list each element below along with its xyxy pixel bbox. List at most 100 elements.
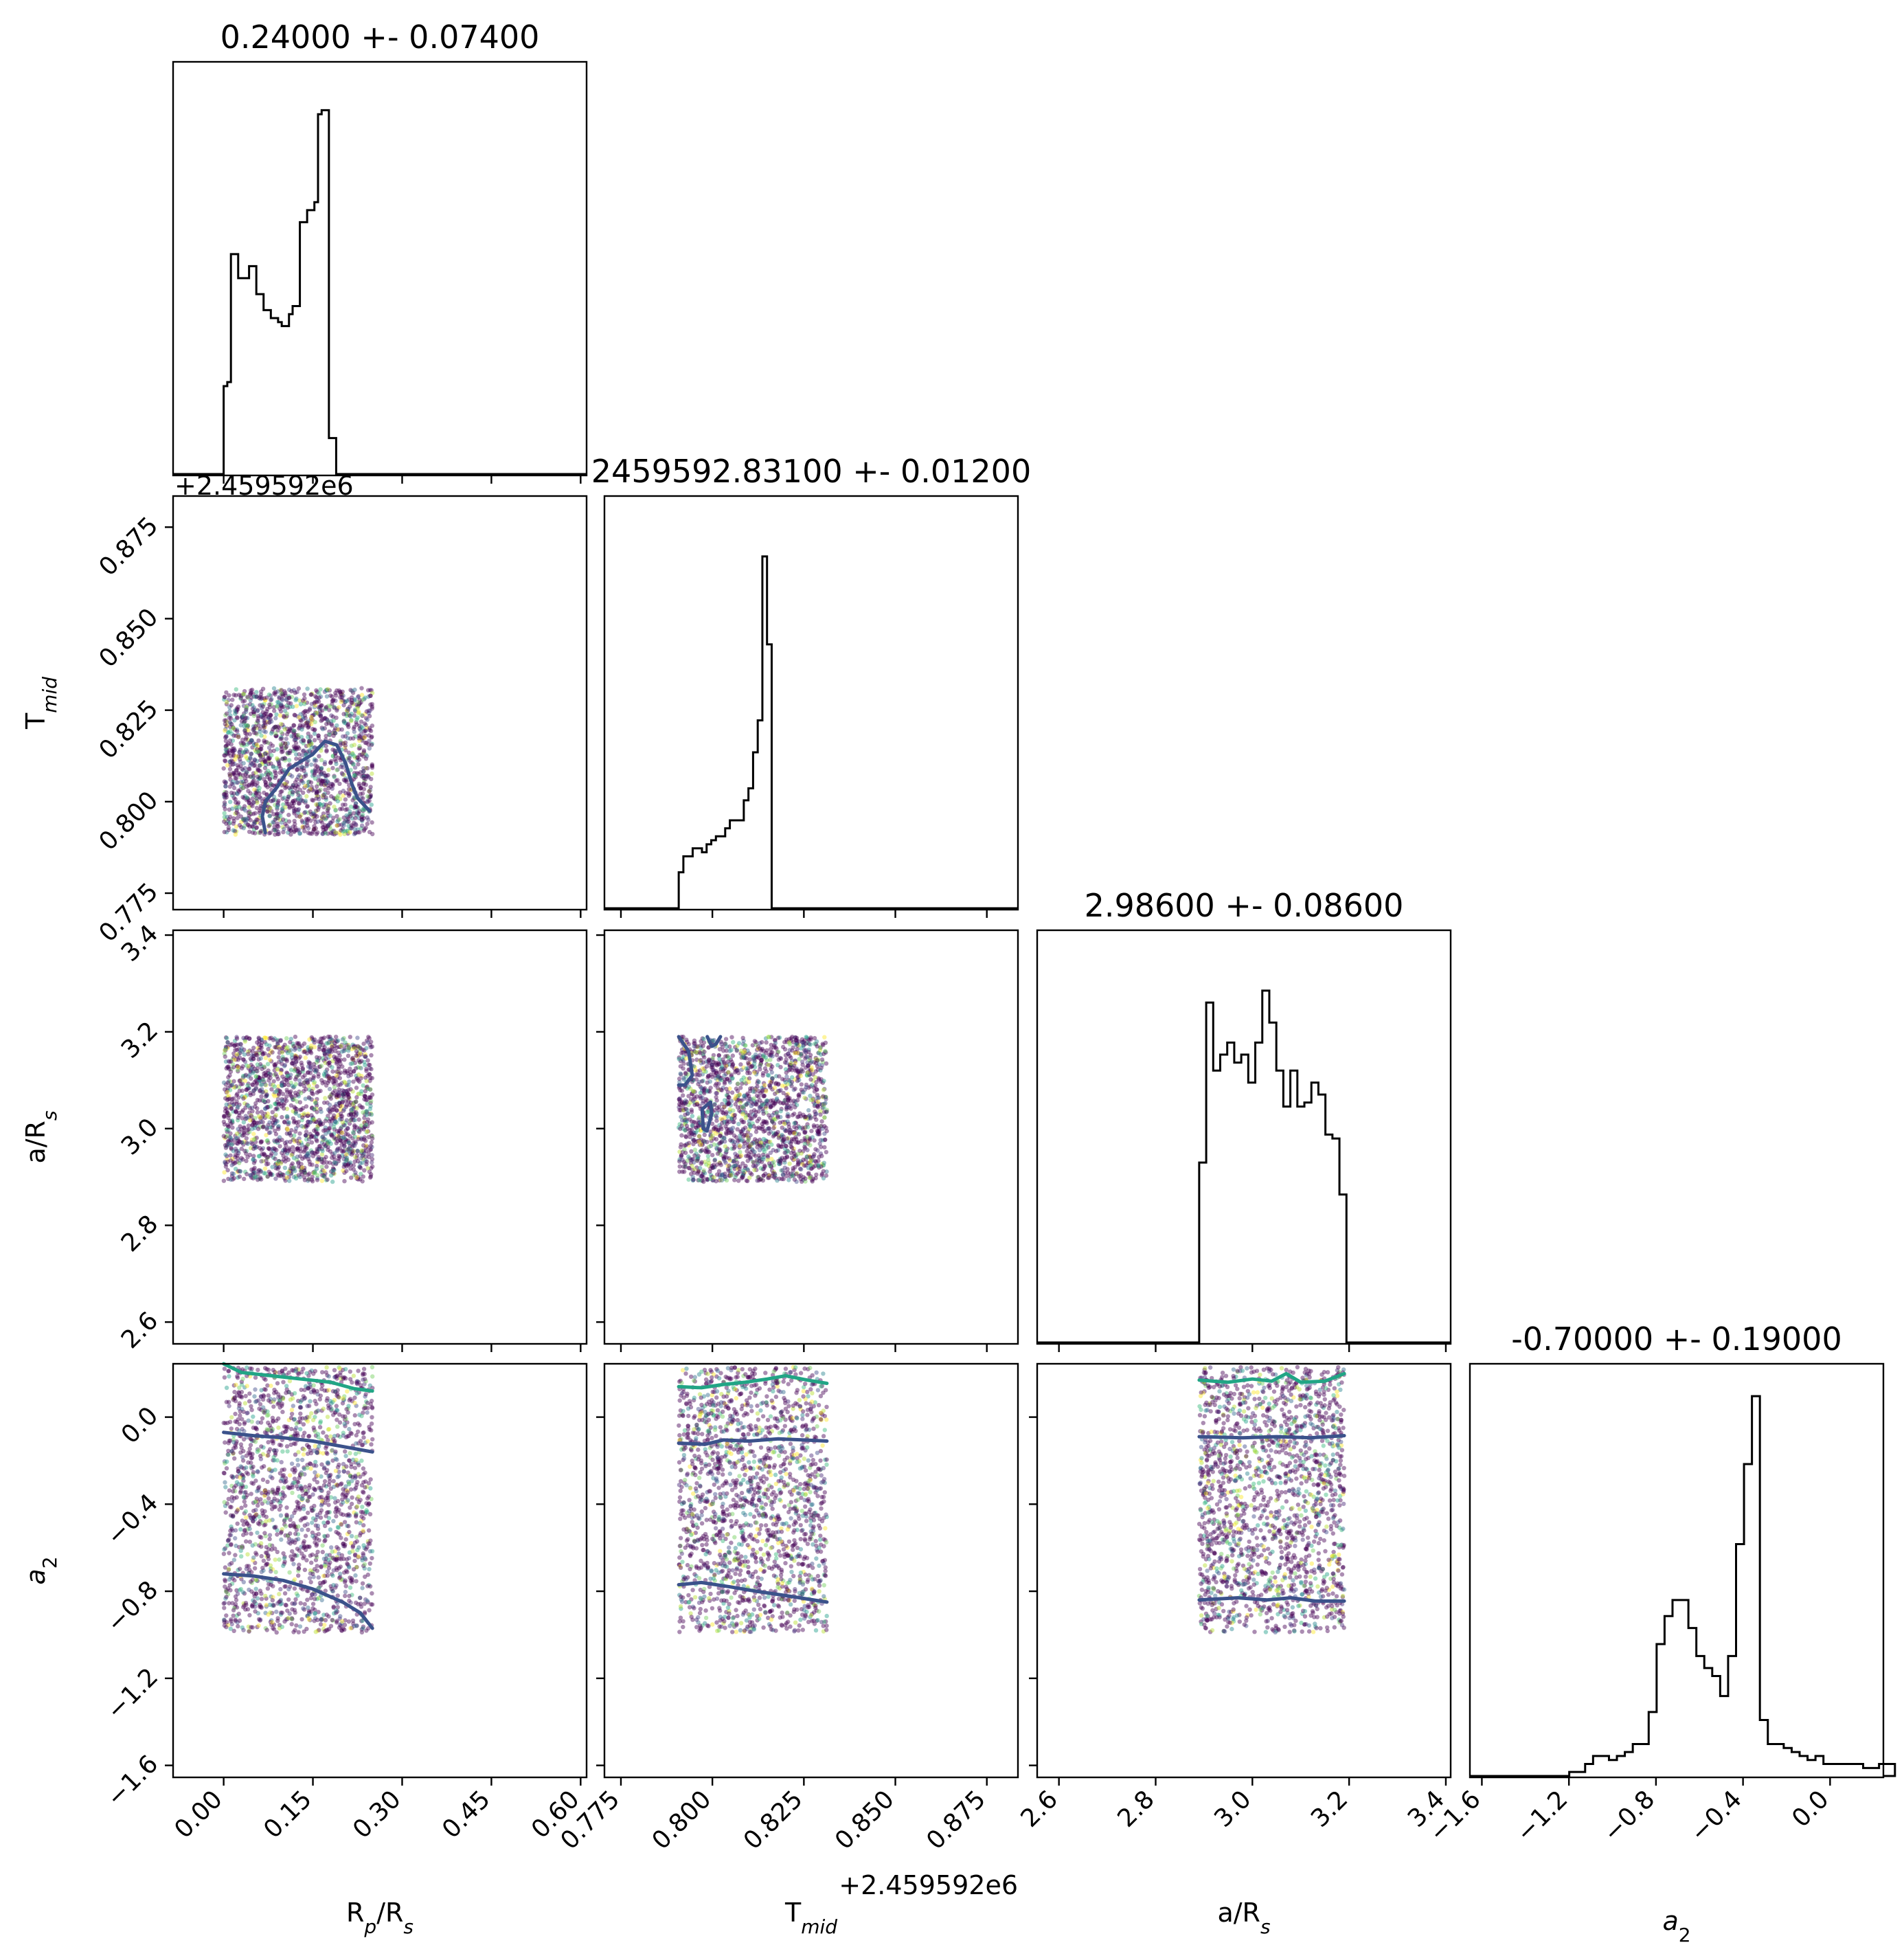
scatter-point <box>223 1054 227 1059</box>
scatter-point <box>240 737 245 742</box>
scatter-point <box>707 1079 713 1084</box>
scatter-point <box>357 1165 363 1169</box>
scatter-point <box>362 697 367 701</box>
scatter-point <box>282 756 287 761</box>
scatter-point <box>312 827 317 831</box>
scatter-point <box>368 702 373 707</box>
scatter-point <box>315 710 320 715</box>
scatter-point <box>366 1035 371 1039</box>
scatter-point <box>312 813 317 819</box>
scatter-point <box>225 1064 230 1070</box>
scatter-point <box>291 1120 297 1125</box>
scatter-point <box>284 1036 289 1041</box>
scatter-point <box>266 1046 271 1052</box>
scatter-point <box>346 1140 351 1145</box>
scatter-point <box>319 772 324 777</box>
scatter-point <box>339 691 344 697</box>
scatter-point <box>345 829 350 834</box>
scatter-point <box>338 790 343 795</box>
scatter-point <box>365 766 370 771</box>
scatter-point <box>303 798 308 803</box>
scatter-point <box>231 771 236 776</box>
scatter-point <box>741 1168 746 1173</box>
scatter-point <box>267 809 272 813</box>
scatter-point <box>350 798 355 802</box>
scatter-point <box>294 1138 299 1143</box>
scatter-point <box>272 1084 277 1089</box>
scatter-point <box>222 800 227 805</box>
scatter-point <box>752 1114 758 1119</box>
scatter-point <box>322 761 327 767</box>
scatter-point <box>361 1143 366 1148</box>
scatter-point <box>223 1152 228 1157</box>
scatter-point <box>223 735 228 740</box>
scatter-point <box>223 739 229 743</box>
scatter-point <box>368 1103 373 1109</box>
scatter-point <box>728 1138 733 1143</box>
scatter-point <box>320 1149 325 1154</box>
scatter-point <box>344 1169 349 1173</box>
scatter-point <box>324 694 330 699</box>
scatter-point <box>259 1087 264 1092</box>
scatter-point <box>342 1179 347 1184</box>
scatter-point <box>302 810 307 816</box>
scatter-point <box>340 827 345 831</box>
scatter-point <box>230 750 235 754</box>
scatter-point <box>340 802 345 807</box>
scatter-point <box>334 778 339 783</box>
scatter-point <box>330 698 336 704</box>
scatter-point <box>241 826 246 831</box>
scatter-point <box>335 1069 339 1075</box>
scatter-point <box>265 706 270 712</box>
scatter-point <box>258 697 263 701</box>
histogram-line <box>173 109 587 475</box>
scatter-point <box>258 769 262 774</box>
scatter-point <box>315 1132 320 1137</box>
scatter-point <box>238 741 243 745</box>
scatter-point <box>309 715 314 720</box>
scatter-point <box>273 1147 277 1151</box>
scatter-point <box>360 812 365 818</box>
scatter-point <box>339 822 344 827</box>
scatter-point <box>328 820 333 825</box>
histogram-ars <box>1037 989 1451 1344</box>
scatter-point <box>337 1154 342 1160</box>
scatter-point <box>308 742 313 747</box>
scatter-point <box>264 739 269 745</box>
scatter-point <box>223 758 228 764</box>
scatter-point <box>303 708 308 714</box>
scatter-point <box>277 696 282 701</box>
scatter-point <box>752 1070 757 1075</box>
scatter-point <box>232 747 237 753</box>
scatter-point <box>314 699 319 705</box>
scatter-point <box>358 1046 363 1051</box>
scatter-point <box>306 1070 310 1075</box>
scatter-point <box>321 1128 326 1133</box>
scatter-point <box>741 1075 746 1080</box>
scatter-point <box>701 1168 706 1173</box>
scatter-point <box>815 1148 820 1153</box>
scatter-point <box>333 1079 339 1084</box>
scatter-point <box>716 1169 722 1174</box>
scatter-point <box>285 741 290 746</box>
scatter-point <box>299 719 304 723</box>
scatter-point <box>332 757 337 762</box>
scatter-point <box>251 724 256 729</box>
scatter-point <box>760 1039 764 1045</box>
scatter-point <box>731 1039 736 1045</box>
scatter-point <box>343 1081 348 1086</box>
scatter-point <box>326 813 330 818</box>
scatter-point <box>328 1110 333 1115</box>
scatter-point <box>247 805 251 810</box>
scatter-point <box>359 826 364 831</box>
scatter-point <box>236 1104 240 1110</box>
scatter-point <box>369 688 374 693</box>
scatter-point <box>282 1120 287 1125</box>
scatter-point <box>263 1171 268 1176</box>
scatter-point <box>299 1063 304 1068</box>
scatter-point <box>312 827 317 832</box>
scatter-point <box>222 1170 227 1175</box>
scatter-point <box>819 1173 824 1178</box>
scatter-point <box>313 769 317 774</box>
histogram-tmid <box>604 555 1018 910</box>
